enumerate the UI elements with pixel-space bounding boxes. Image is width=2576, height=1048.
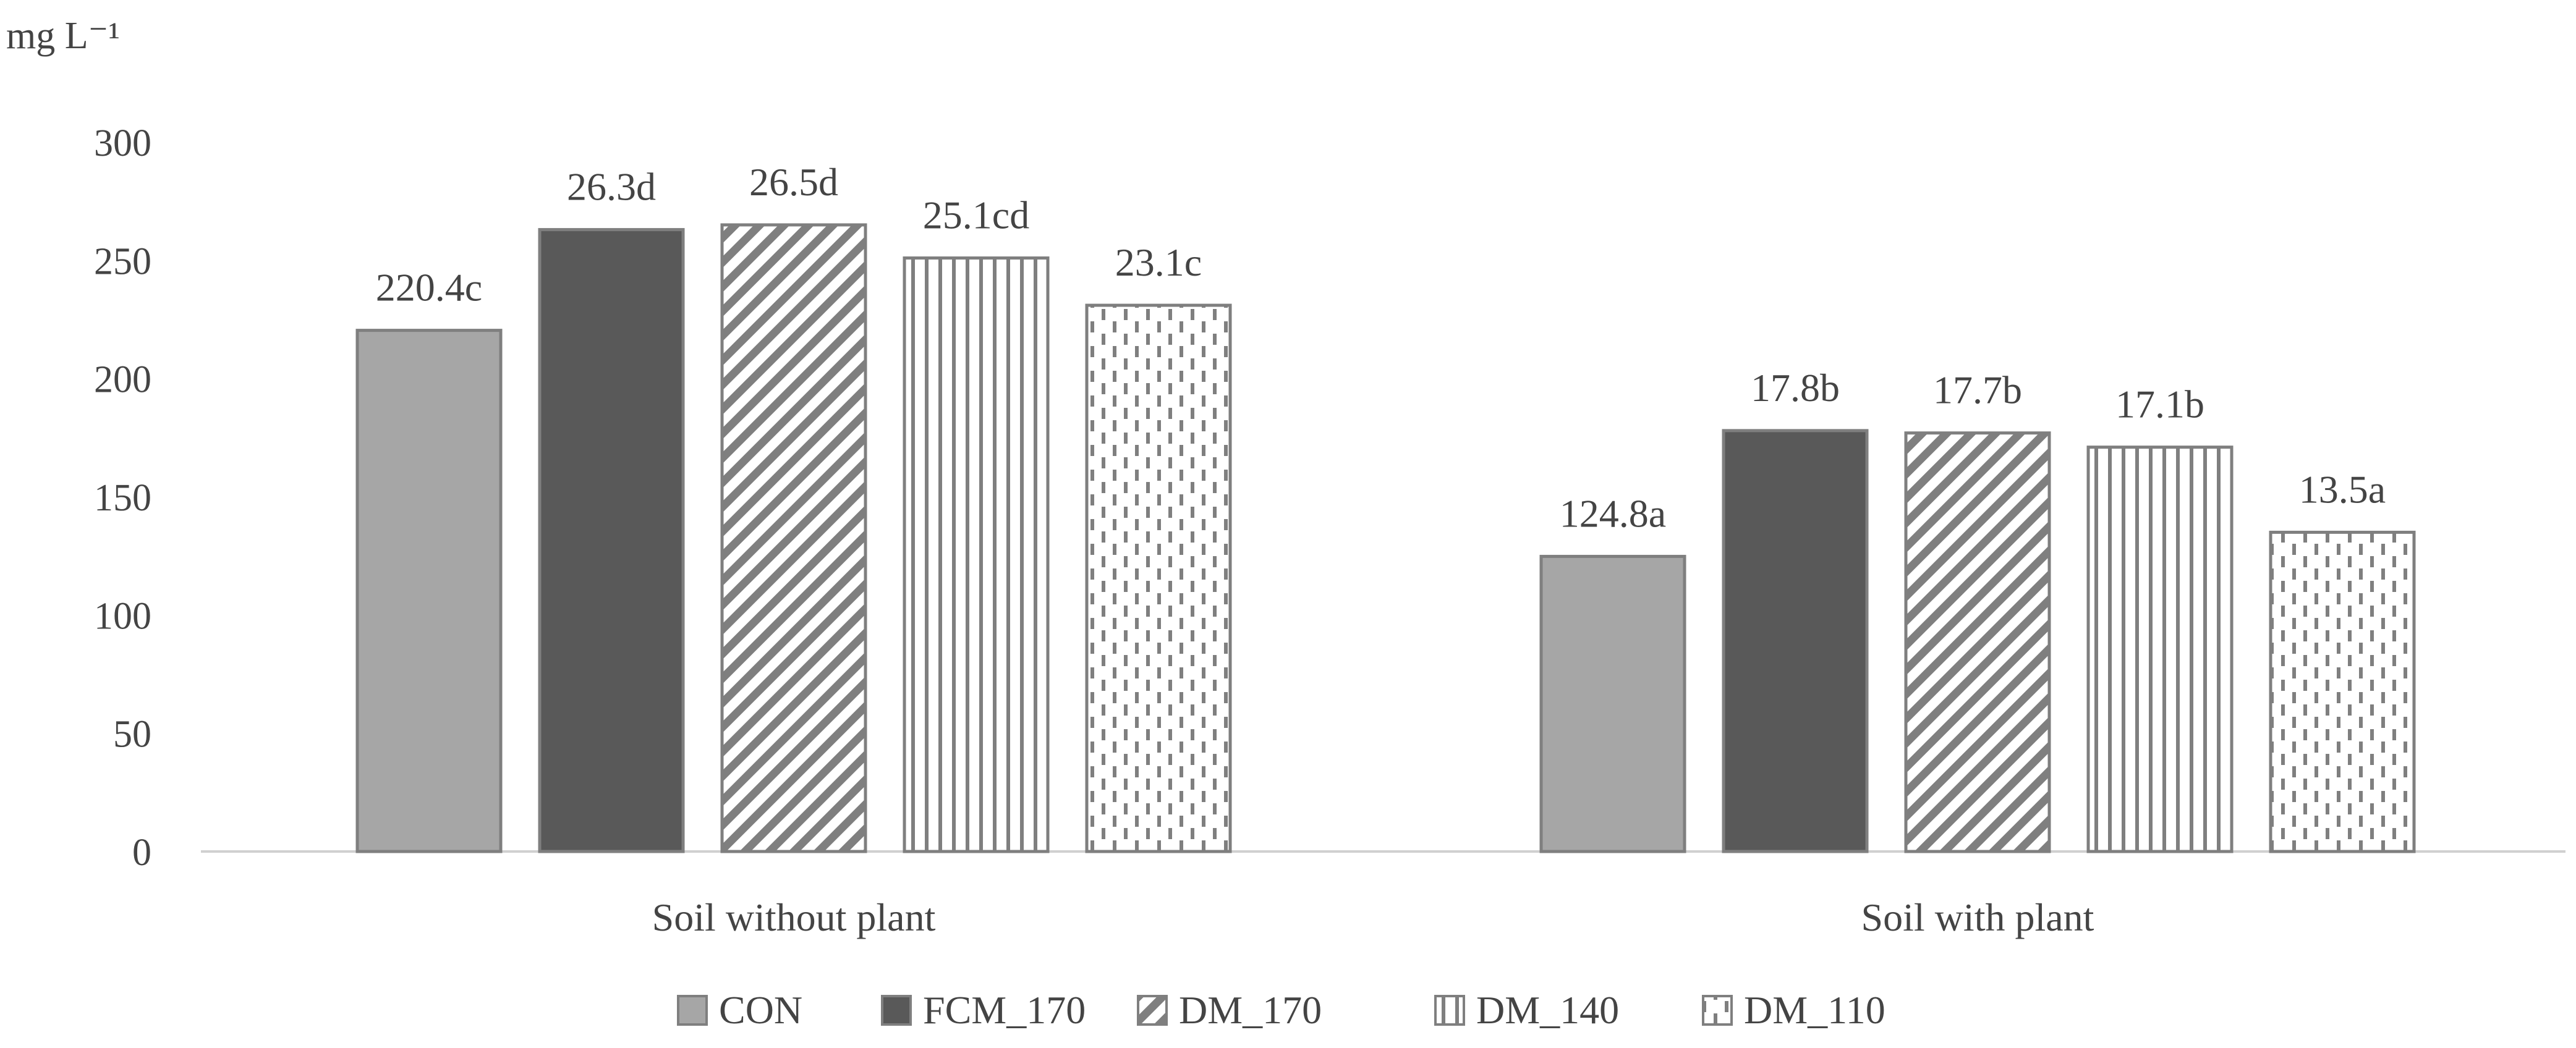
- y-tick-label: 150: [94, 477, 151, 519]
- bar-dm-140-without-plant: [903, 256, 1050, 853]
- data-label: 25.1cd: [923, 193, 1029, 237]
- legend-label: DM_170: [1179, 988, 1322, 1032]
- bars: [355, 223, 2416, 853]
- bar-dm-170-with-plant: [1904, 431, 2051, 853]
- bar-fcm-170-without-plant: [538, 228, 685, 853]
- y-tick-label: 250: [94, 240, 151, 282]
- bar-con-without-plant: [355, 329, 503, 853]
- legend-swatch-con: [677, 995, 708, 1026]
- data-label: 124.8a: [1560, 491, 1666, 535]
- y-axis-label: mg L⁻¹: [6, 15, 120, 57]
- bar-fcm-170-with-plant: [1722, 429, 1869, 853]
- y-tick-label: 0: [132, 832, 151, 874]
- legend-label: DM_140: [1476, 988, 1619, 1032]
- legend-label: FCM_170: [923, 988, 1086, 1032]
- bar-labels: 220.4c 26.3d 26.5d 25.1cd 23.1c 124.8a 17.8b 17…: [376, 160, 2386, 535]
- x-category-label: Soil with plant: [1861, 895, 2094, 939]
- bar-dm-140-with-plant: [2086, 446, 2234, 853]
- y-tick-label: 50: [113, 714, 151, 756]
- legend-swatch-dm-170: [1137, 995, 1168, 1026]
- y-tick-label: 300: [94, 122, 151, 164]
- legend-swatch-dm-110: [1702, 995, 1733, 1026]
- data-label: 17.7b: [1933, 368, 2022, 412]
- x-axis-category-labels: Soil without plant Soil with plant: [652, 895, 2094, 939]
- data-label: 26.3d: [567, 165, 656, 209]
- data-label: 17.1b: [2115, 382, 2204, 426]
- legend-label: DM_110: [1744, 988, 1885, 1032]
- data-label: 220.4c: [376, 266, 482, 310]
- x-category-label: Soil without plant: [652, 895, 936, 939]
- data-label: 26.5d: [749, 160, 838, 204]
- y-tick-label: 200: [94, 359, 151, 401]
- data-label: 13.5a: [2299, 467, 2386, 511]
- legend-swatch-dm-140: [1434, 995, 1465, 1026]
- bar-dm-110-with-plant: [2269, 530, 2416, 853]
- bar-dm-110-without-plant: [1085, 303, 1232, 853]
- legend: CON FCM_170 DM_170 DM_140 DM_110: [677, 988, 1885, 1032]
- legend-swatch-fcm-170: [881, 995, 912, 1026]
- legend-label: CON: [719, 988, 802, 1032]
- bar-con-with-plant: [1539, 554, 1686, 853]
- bar-dm-170-without-plant: [720, 223, 867, 853]
- y-tick-label: 100: [94, 595, 151, 637]
- data-label: 23.1c: [1115, 240, 1202, 284]
- data-label: 17.8b: [1751, 366, 1840, 410]
- y-axis-ticks: 0 50 100 150 200 250 300: [94, 122, 151, 874]
